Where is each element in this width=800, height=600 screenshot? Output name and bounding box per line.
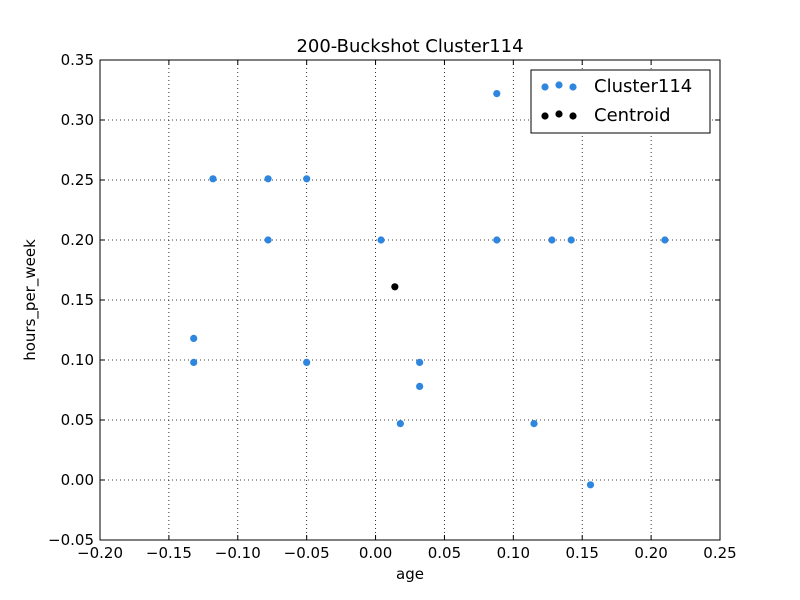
data-points [190,90,669,489]
cluster-point [209,175,217,183]
legend-marker [555,110,563,118]
cluster-point [416,358,424,366]
x-tick-label: −0.20 [77,544,123,562]
cluster-point [377,236,385,244]
y-tick-label: 0.20 [61,231,94,249]
cluster-point [661,236,669,244]
x-tick-label: 0.20 [634,544,667,562]
y-tick-label: 0.35 [61,51,94,69]
x-tick-label: 0.00 [359,544,392,562]
x-tick-label: −0.15 [146,544,192,562]
x-tick-label: 0.10 [497,544,530,562]
x-tick-label: 0.25 [703,544,736,562]
cluster-point [303,175,311,183]
x-tick-label: −0.05 [284,544,330,562]
legend-label-cluster: Cluster114 [594,76,692,97]
x-tick-label: 0.05 [428,544,461,562]
y-tick-label: 0.05 [61,411,94,429]
axis-ticks: −0.20 −0.15 −0.10 −0.05 0.00 0.05 0.10 0.15 0.20… [48,51,737,562]
cluster-point [416,382,424,390]
legend-marker [569,112,577,120]
legend-box [530,69,711,134]
y-tick-label: 0.10 [61,351,94,369]
legend-marker [569,83,577,91]
cluster-point [586,481,595,489]
x-axis-label: age [396,565,424,583]
x-tick-label: −0.10 [215,544,261,562]
y-axis-label: hours_per_week [21,239,40,361]
cluster-point [190,334,198,342]
y-tick-label: 0.25 [61,171,94,189]
chart-title: 200-Buckshot Cluster114 [296,36,523,57]
y-tick-label: 0.15 [61,291,94,309]
legend-marker [541,83,549,91]
cluster-point [530,420,538,428]
cluster-point [493,90,501,98]
cluster-point [396,420,404,428]
y-tick-label: 0.00 [61,471,94,489]
x-tick-label: 0.15 [566,544,599,562]
plot-frame [99,59,721,541]
y-tick-label: 0.30 [61,111,94,129]
legend-marker [555,81,563,89]
cluster-point [493,236,501,244]
centroid-point [391,283,399,291]
cluster-point [567,236,575,244]
cluster-point [548,236,556,244]
y-tick-label: −0.05 [48,531,94,549]
cluster-point [264,236,272,244]
legend-marker [541,112,549,120]
legend-label-centroid: Centroid [594,105,671,126]
cluster-point [303,358,311,366]
cluster-point [190,358,198,366]
cluster-point [264,175,272,183]
legend: Cluster114 Centroid [530,69,711,134]
